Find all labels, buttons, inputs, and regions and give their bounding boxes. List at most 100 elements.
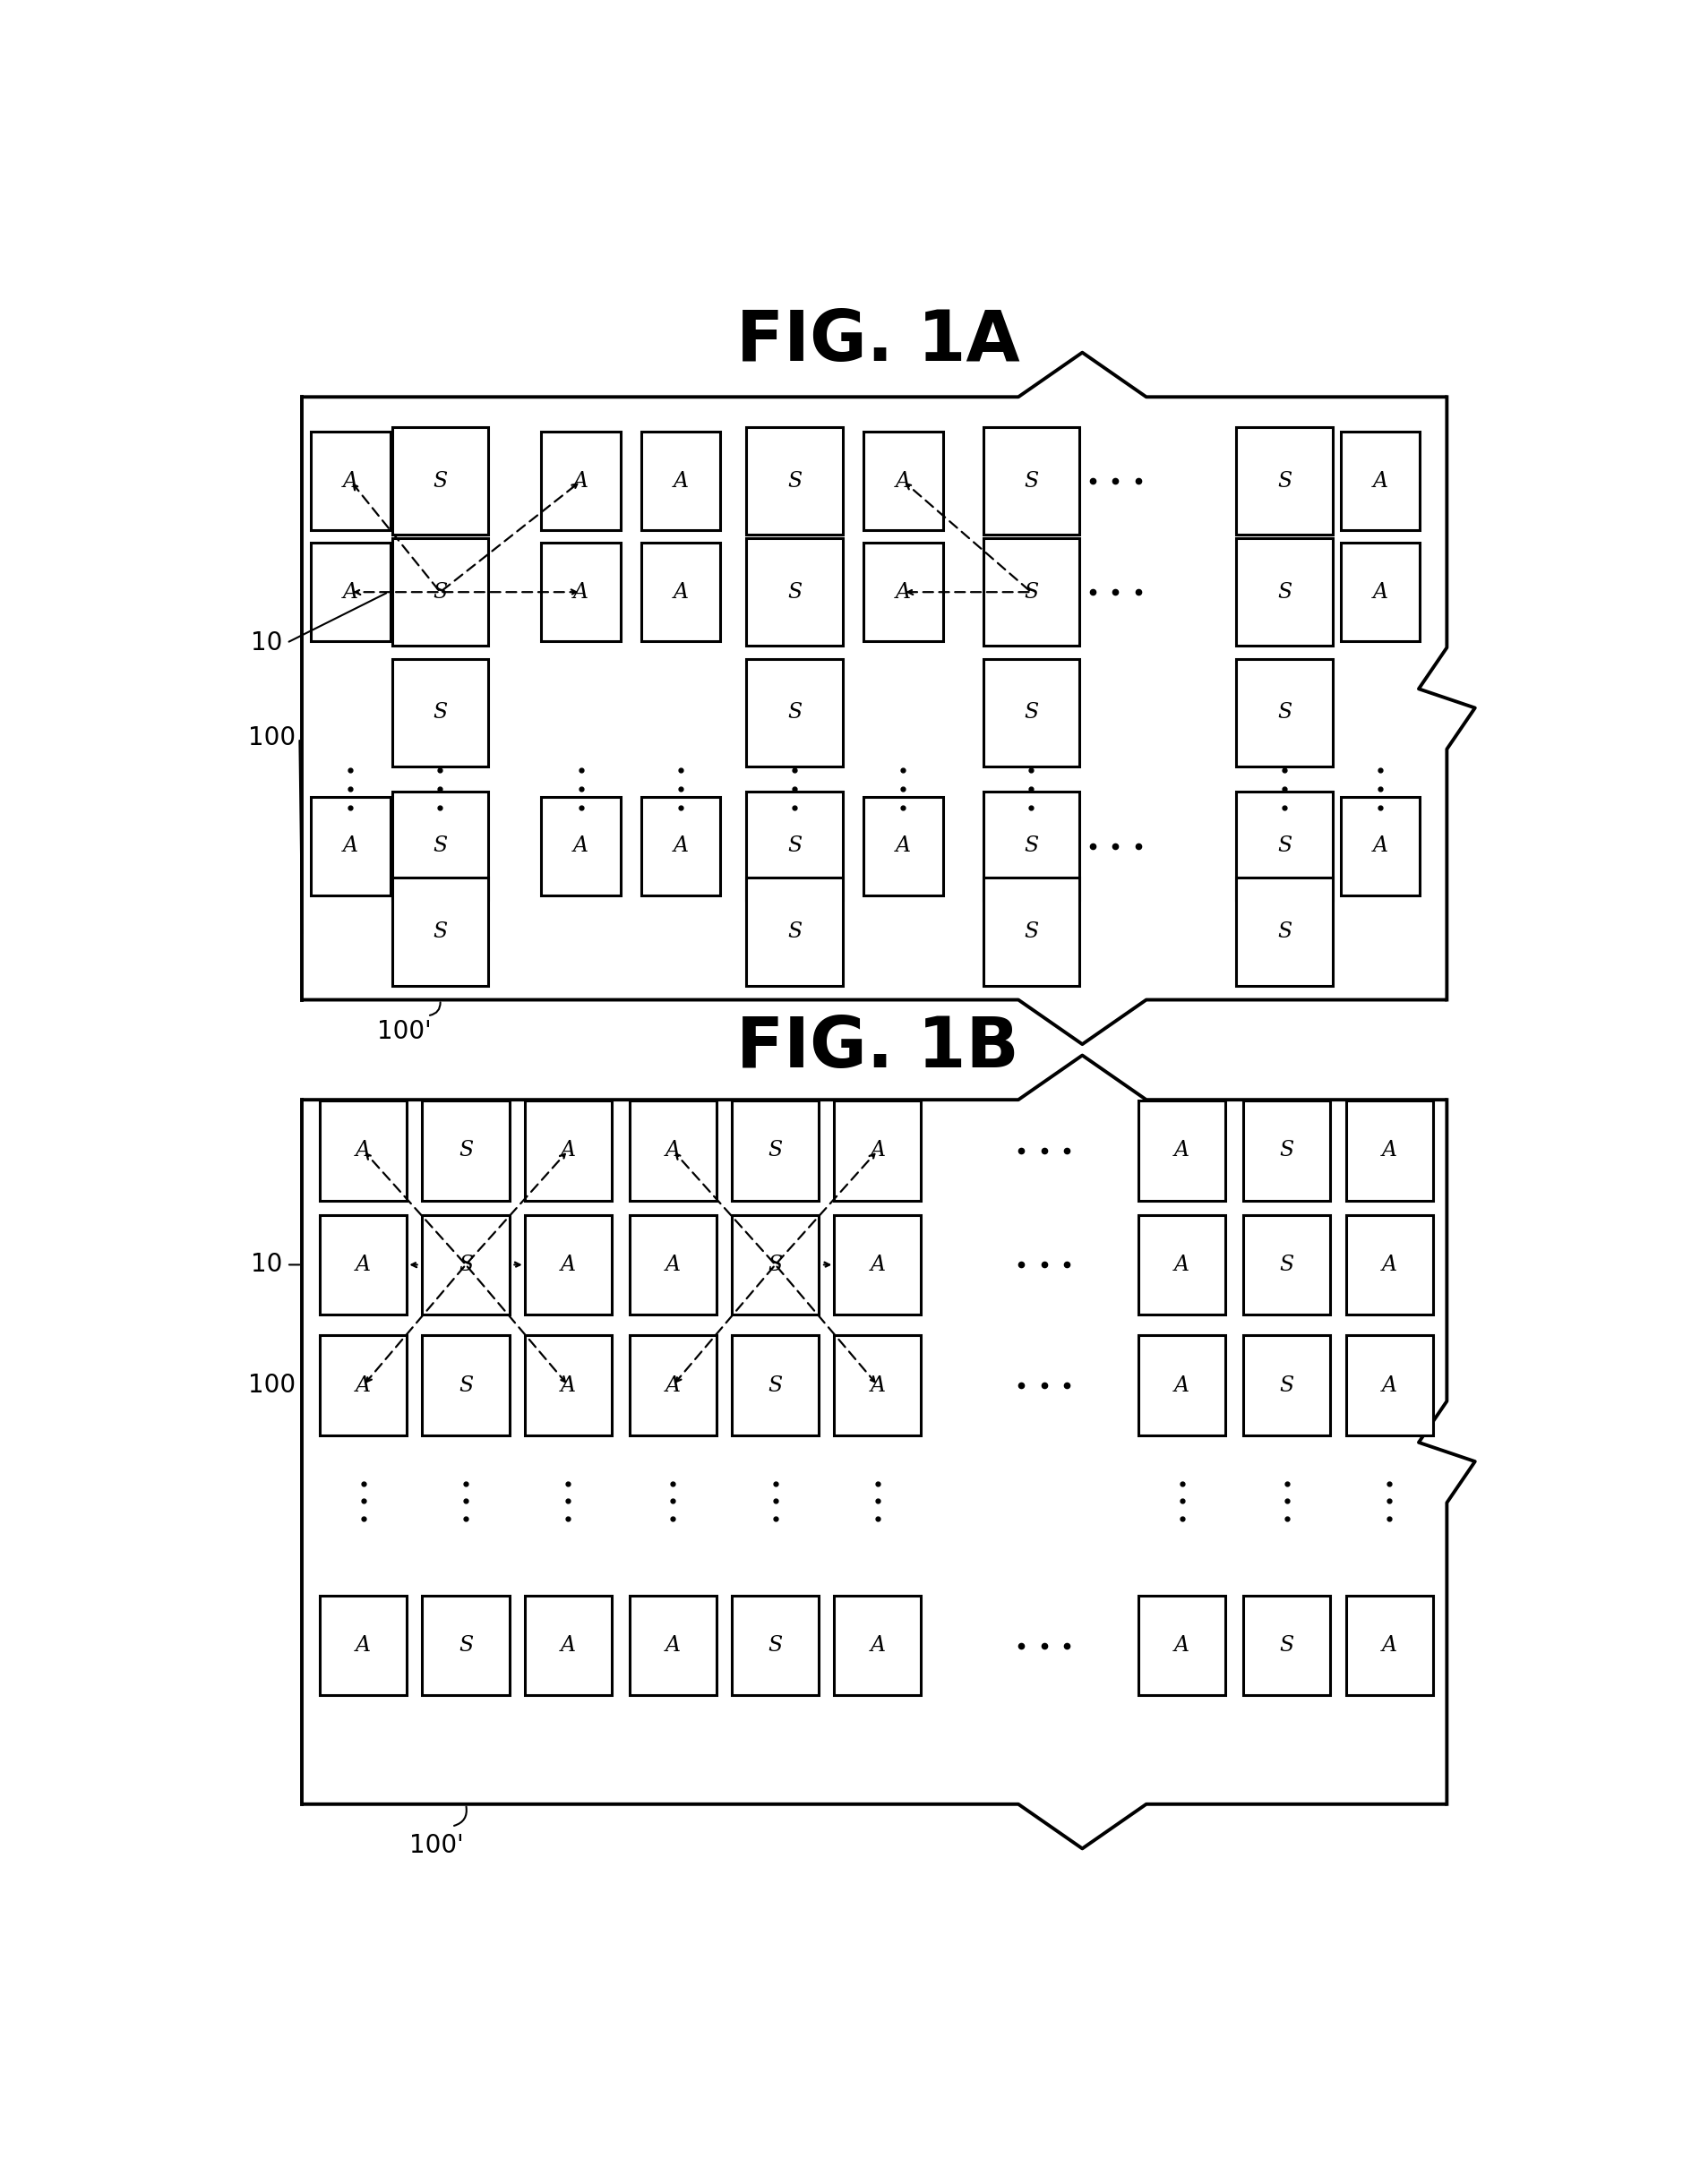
Text: S: S [1023, 581, 1039, 603]
Bar [746, 537, 843, 646]
Bar [320, 1334, 406, 1435]
Bar [835, 1334, 921, 1435]
Text: S: S [434, 922, 447, 941]
Text: S: S [434, 703, 447, 723]
Bar [1236, 878, 1333, 985]
Text: S: S [1023, 472, 1039, 491]
Text: A: A [573, 581, 588, 603]
Bar [1243, 1214, 1331, 1315]
Bar [1139, 1214, 1226, 1315]
Bar [320, 1597, 406, 1695]
Bar [641, 797, 721, 895]
Bar [422, 1214, 510, 1315]
Bar [746, 428, 843, 535]
Bar [1236, 793, 1333, 900]
Text: A: A [896, 472, 911, 491]
Bar [864, 544, 944, 642]
Text: S: S [787, 836, 802, 856]
Bar [983, 878, 1080, 985]
Bar [746, 793, 843, 900]
Text: A: A [1382, 1140, 1397, 1162]
Bar [525, 1101, 612, 1201]
Bar [311, 544, 391, 642]
Text: A: A [1382, 1636, 1397, 1655]
Bar [393, 660, 488, 767]
Text: S: S [434, 836, 447, 856]
Text: A: A [573, 472, 588, 491]
Bar [422, 1334, 510, 1435]
Bar [746, 660, 843, 767]
Text: S: S [1277, 472, 1292, 491]
Text: A: A [355, 1636, 371, 1655]
Bar [422, 1101, 510, 1201]
Text: S: S [434, 581, 447, 603]
Bar [525, 1334, 612, 1435]
Bar [311, 797, 391, 895]
Text: A: A [573, 836, 588, 856]
Text: S: S [1280, 1636, 1294, 1655]
Bar [1341, 797, 1420, 895]
Bar [641, 544, 721, 642]
Text: A: A [1372, 581, 1387, 603]
Bar [393, 793, 488, 900]
Bar [1346, 1334, 1433, 1435]
Text: S: S [1280, 1254, 1294, 1275]
Bar [746, 878, 843, 985]
Text: A: A [870, 1140, 886, 1162]
Text: S: S [459, 1376, 473, 1396]
Bar [983, 537, 1080, 646]
Text: S: S [1277, 836, 1292, 856]
Text: A: A [673, 472, 689, 491]
Text: 100: 100 [248, 725, 296, 751]
Text: S: S [768, 1376, 782, 1396]
Text: S: S [1023, 703, 1039, 723]
Text: 100': 100' [410, 1832, 464, 1859]
Text: S: S [1277, 703, 1292, 723]
Text: S: S [768, 1254, 782, 1275]
Text: 10: 10 [252, 631, 282, 655]
Bar [1139, 1597, 1226, 1695]
Text: A: A [343, 472, 359, 491]
Text: A: A [673, 836, 689, 856]
Text: S: S [459, 1254, 473, 1275]
Text: S: S [787, 703, 802, 723]
Text: A: A [355, 1376, 371, 1396]
Text: A: A [1382, 1376, 1397, 1396]
Text: A: A [561, 1254, 576, 1275]
Bar [1346, 1597, 1433, 1695]
Text: S: S [459, 1140, 473, 1162]
Bar [731, 1214, 819, 1315]
Text: A: A [665, 1376, 680, 1396]
Text: S: S [768, 1140, 782, 1162]
Text: A: A [561, 1140, 576, 1162]
Text: FIG. 1A: FIG. 1A [736, 308, 1020, 376]
Text: S: S [1023, 836, 1039, 856]
Bar [1243, 1597, 1331, 1695]
Bar [731, 1597, 819, 1695]
Text: A: A [870, 1376, 886, 1396]
Text: 100: 100 [248, 1374, 296, 1398]
Bar [731, 1334, 819, 1435]
Text: A: A [343, 581, 359, 603]
Text: S: S [1277, 581, 1292, 603]
Text: A: A [896, 581, 911, 603]
Bar [1236, 537, 1333, 646]
Bar [422, 1597, 510, 1695]
Bar [1139, 1101, 1226, 1201]
Text: FIG. 1B: FIG. 1B [736, 1013, 1018, 1081]
Bar [1341, 544, 1420, 642]
Text: A: A [665, 1140, 680, 1162]
Text: 100': 100' [377, 1020, 432, 1044]
Bar [629, 1214, 716, 1315]
Text: A: A [1175, 1376, 1190, 1396]
Text: S: S [1277, 922, 1292, 941]
Text: A: A [1372, 836, 1387, 856]
Text: A: A [561, 1636, 576, 1655]
Bar [835, 1597, 921, 1695]
Bar [525, 1597, 612, 1695]
Bar [541, 432, 620, 531]
Bar [983, 660, 1080, 767]
Bar [1243, 1101, 1331, 1201]
Bar [311, 432, 391, 531]
Bar [1243, 1334, 1331, 1435]
